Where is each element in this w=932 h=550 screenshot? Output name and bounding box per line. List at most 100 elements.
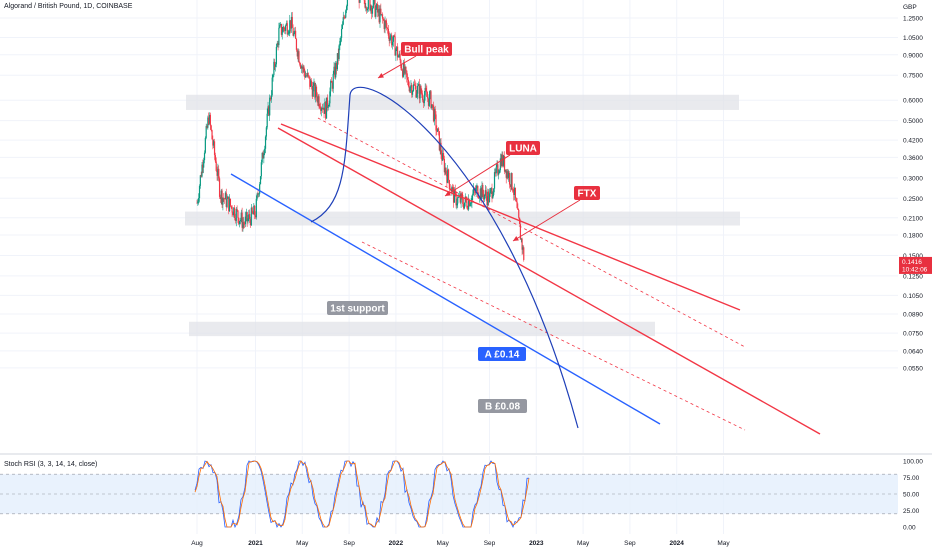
price-candle xyxy=(268,106,270,116)
price-candle xyxy=(438,131,440,151)
price-candle xyxy=(366,7,368,11)
support-zones xyxy=(185,94,740,337)
price-candle xyxy=(423,95,425,104)
price-candle xyxy=(468,199,471,207)
price-candle xyxy=(220,190,222,199)
price-candle xyxy=(269,97,271,116)
price-candle xyxy=(412,90,414,95)
price-candle xyxy=(452,187,455,203)
price-candle xyxy=(230,205,232,207)
price-candle xyxy=(503,156,505,166)
price-candle xyxy=(358,0,360,3)
price-candle xyxy=(477,185,479,198)
price-candle xyxy=(452,186,454,188)
luna-arrow xyxy=(444,154,511,197)
price-candle xyxy=(520,238,522,240)
price-candle xyxy=(505,169,507,178)
price-candle xyxy=(408,86,410,92)
price-candle xyxy=(198,198,200,202)
support-zone-upper xyxy=(186,94,739,110)
price-candle xyxy=(459,195,461,203)
price-candle xyxy=(249,218,252,226)
price-candle xyxy=(310,80,313,87)
price-candle xyxy=(310,80,312,87)
price-tick-label: 0.1250 xyxy=(903,273,923,280)
price-candle xyxy=(300,66,303,69)
price-candle xyxy=(322,107,324,110)
price-candle xyxy=(206,126,208,128)
price-candle xyxy=(483,193,485,200)
price-candle xyxy=(391,35,393,46)
price-candle xyxy=(203,160,205,168)
price-candle xyxy=(432,105,435,122)
price-candle xyxy=(329,91,331,104)
stoch-rsi-pane xyxy=(0,460,898,529)
bull-peak-arrow xyxy=(377,55,417,79)
stoch-d-line xyxy=(194,460,530,528)
price-candle xyxy=(490,188,492,190)
price-candle xyxy=(468,199,470,210)
bull-peak-label: Bull peak xyxy=(401,42,452,56)
price-candle xyxy=(442,153,444,161)
price-candle xyxy=(433,108,435,122)
price-candle xyxy=(448,180,450,190)
price-candle xyxy=(500,158,502,166)
price-candle xyxy=(435,114,437,131)
price-candle xyxy=(250,207,252,226)
price-candle xyxy=(245,212,247,217)
price-candle xyxy=(344,17,346,18)
price-candle xyxy=(196,202,198,204)
price-candle xyxy=(431,104,433,108)
price-candle xyxy=(294,30,296,34)
price-candle xyxy=(267,106,269,114)
price-candle xyxy=(336,53,338,70)
price-candle xyxy=(281,32,283,35)
price-candle xyxy=(429,91,431,95)
price-candle xyxy=(257,193,259,195)
price-candle xyxy=(296,49,298,57)
price-candle xyxy=(208,114,211,124)
price-candle xyxy=(462,203,465,209)
price-axis[interactable]: GBP3.60003.00002.50002.10001.80001.50001… xyxy=(899,0,932,532)
price-tick-label: 0.4200 xyxy=(903,138,923,145)
price-candle xyxy=(394,36,396,56)
price-candle xyxy=(244,224,246,225)
price-candle xyxy=(272,74,274,78)
ftx-arrow xyxy=(512,199,581,242)
price-candle xyxy=(482,184,484,194)
price-candle xyxy=(305,75,308,77)
price-candle xyxy=(378,9,380,23)
price-candle xyxy=(207,117,209,128)
luna-label-box xyxy=(506,141,540,155)
price-candle xyxy=(212,139,214,146)
price-candle xyxy=(504,169,506,172)
current-price-value: 0.1416 xyxy=(902,259,922,266)
price-candle xyxy=(205,126,207,138)
price-tick-label: 0.1800 xyxy=(903,233,923,240)
price-candle xyxy=(417,83,420,86)
price-candle xyxy=(278,27,280,46)
price-candle xyxy=(432,104,434,106)
price-candle xyxy=(492,194,494,199)
price-candle xyxy=(422,100,425,104)
price-candle xyxy=(249,214,251,219)
price-candle xyxy=(335,62,338,70)
price-candle xyxy=(308,75,310,77)
price-candle xyxy=(478,197,481,199)
price-candle xyxy=(473,188,475,194)
price-candle xyxy=(213,141,215,146)
price-candle xyxy=(441,154,443,161)
price-candle xyxy=(367,0,369,9)
price-candle xyxy=(512,189,514,192)
price-candle xyxy=(320,107,323,111)
price-candle xyxy=(414,85,416,86)
price-candle xyxy=(486,196,488,206)
price-candle xyxy=(386,22,388,29)
price-candle xyxy=(337,53,339,59)
price-candle xyxy=(419,86,421,99)
price-candle xyxy=(235,208,237,221)
time-axis[interactable]: Aug 2021 May Sep 2022 May Sep 2023 May Sep 2024 May xyxy=(191,540,730,547)
price-candle xyxy=(434,108,436,115)
price-candle xyxy=(443,158,445,173)
